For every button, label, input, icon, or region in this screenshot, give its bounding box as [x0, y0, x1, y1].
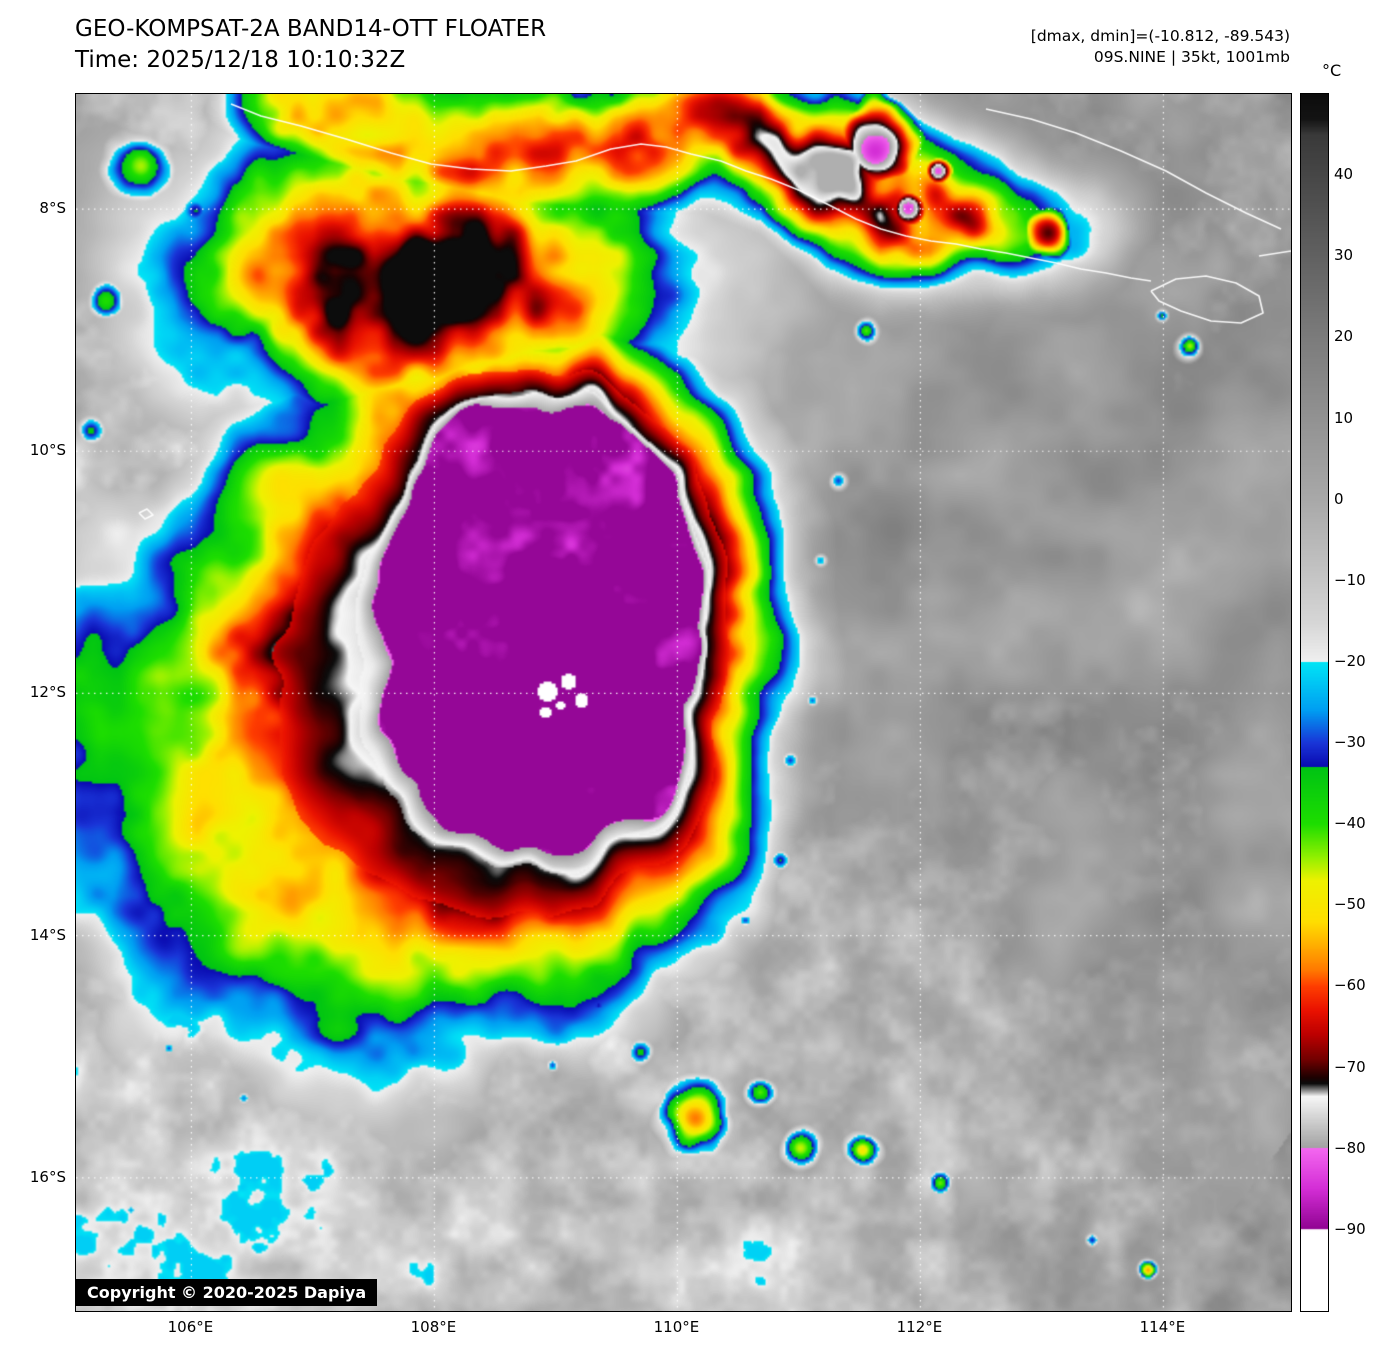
lon-tick-label: 114°E	[1139, 1318, 1186, 1336]
colorbar-tick-label: −70	[1334, 1057, 1366, 1076]
lon-tick-label: 106°E	[167, 1318, 214, 1336]
colorbar-tick-label: −10	[1334, 570, 1366, 589]
satellite-map-canvas	[75, 93, 1292, 1312]
copyright-badge: Copyright © 2020-2025 Dapiya	[76, 1279, 378, 1306]
colorbar-tick-label: −20	[1334, 651, 1366, 670]
lat-tick-label: 10°S	[29, 441, 66, 460]
header-right-info: [dmax, dmin]=(-10.812, -89.543) 09S.NINE…	[1031, 26, 1290, 68]
image-timestamp: Time: 2025/12/18 10:10:32Z	[75, 47, 406, 73]
lon-tick-label: 112°E	[896, 1318, 943, 1336]
colorbar-tick-label: 30	[1334, 246, 1354, 265]
storm-identifier: 09S.NINE | 35kt, 1001mb	[1093, 48, 1290, 66]
colorbar-tick-label: −50	[1334, 895, 1366, 914]
colorbar-tick-label: 20	[1334, 327, 1354, 346]
lat-tick-label: 8°S	[39, 199, 66, 218]
colorbar-tick-label: −90	[1334, 1219, 1366, 1238]
colorbar-tick-label: −40	[1334, 814, 1366, 833]
page-title: GEO-KOMPSAT-2A BAND14-OTT FLOATER	[75, 16, 547, 42]
colorbar-canvas	[1300, 93, 1329, 1312]
dmax-dmin-readout: [dmax, dmin]=(-10.812, -89.543)	[1030, 27, 1290, 45]
colorbar-tick-label: −30	[1334, 733, 1366, 752]
lat-tick-label: 14°S	[29, 925, 66, 944]
colorbar-tick-label: 10	[1334, 408, 1354, 427]
lon-tick-label: 110°E	[653, 1318, 700, 1336]
lon-tick-label: 108°E	[410, 1318, 457, 1336]
colorbar-unit-label: °C	[1322, 61, 1342, 80]
colorbar-tick-label: 0	[1334, 489, 1344, 508]
colorbar-tick-label: −80	[1334, 1138, 1366, 1157]
colorbar-tick-label: 40	[1334, 165, 1354, 184]
lat-tick-label: 16°S	[29, 1167, 66, 1186]
lat-tick-label: 12°S	[29, 683, 66, 702]
colorbar-tick-label: −60	[1334, 976, 1366, 995]
